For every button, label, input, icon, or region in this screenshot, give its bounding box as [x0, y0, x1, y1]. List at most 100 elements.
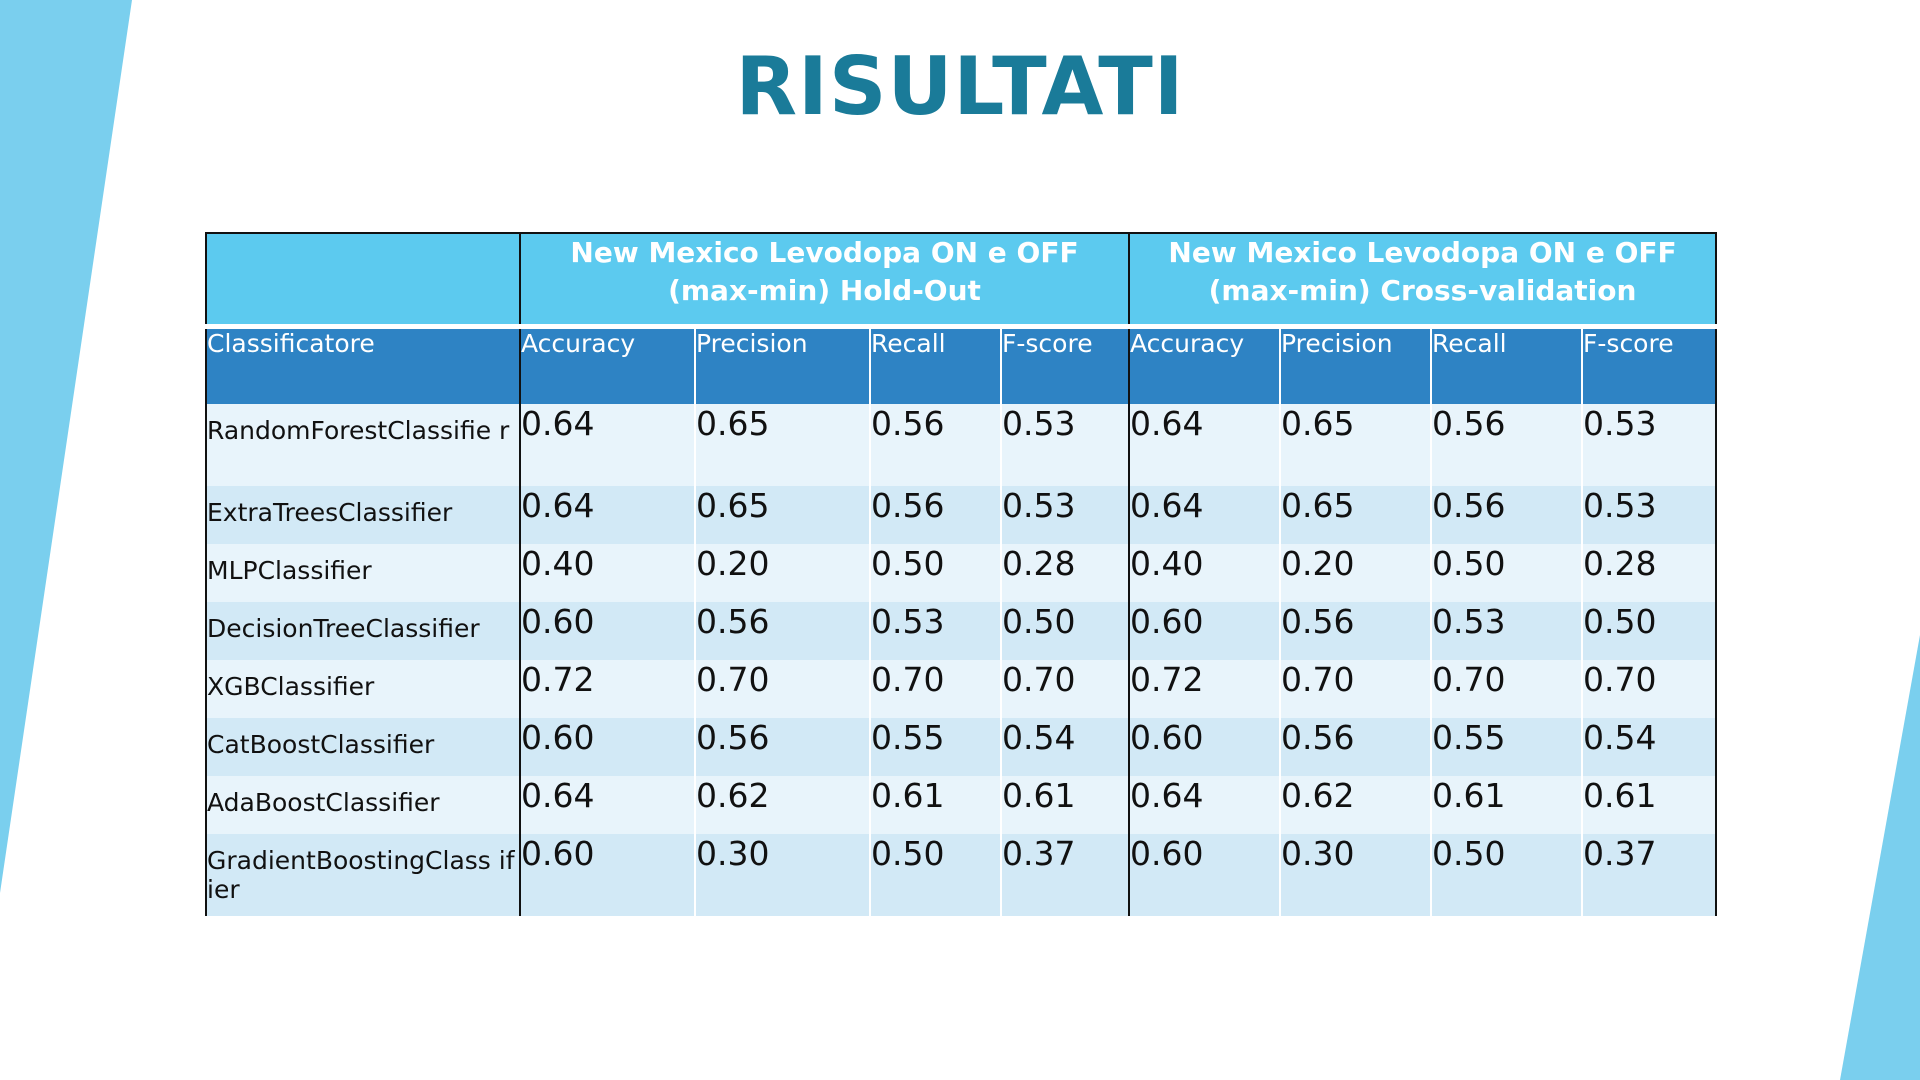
classifier-name-cell: AdaBoostClassifier	[205, 775, 521, 834]
group-header-cv: New Mexico Levodopa ON e OFF (max-min) C…	[1129, 233, 1718, 329]
column-header-accuracy: Accuracy	[520, 326, 696, 404]
table-row: GradientBoostingClass ifier 0.60 0.30 0.50 0…	[205, 833, 1718, 916]
metric-value-cell: 0.65	[695, 485, 871, 544]
group-header-holdout: New Mexico Levodopa ON e OFF (max-min) H…	[520, 233, 1131, 329]
metric-value-cell: 0.61	[870, 775, 1002, 834]
slide-title: RISULTATI	[735, 40, 1185, 133]
decorative-stripe-right	[1840, 635, 1920, 1080]
metric-value-cell: 0.20	[695, 543, 871, 602]
metric-value-cell: 0.62	[695, 775, 871, 834]
table-row: RandomForestClassifie r 0.64 0.65 0.56 0.53 0…	[205, 403, 1718, 486]
metric-value-cell: 0.50	[870, 543, 1002, 602]
column-header-classifier: Classificatore	[205, 326, 521, 404]
metric-value-cell: 0.56	[1280, 601, 1433, 660]
metric-value-cell: 0.70	[695, 659, 871, 718]
column-header-recall: Recall	[870, 326, 1002, 404]
metric-value-cell: 0.50	[870, 833, 1002, 916]
metric-value-cell: 0.60	[520, 601, 696, 660]
column-header-row: Classificatore Accuracy Precision Recall…	[205, 326, 1718, 404]
column-header-precision: Precision	[1280, 326, 1433, 404]
group-header-cv-line1: New Mexico Levodopa ON e OFF	[1168, 236, 1677, 269]
results-table-body: RandomForestClassifie r 0.64 0.65 0.56 0.53 0…	[205, 403, 1718, 916]
metric-value-cell: 0.53	[1001, 485, 1131, 544]
metric-value-cell: 0.70	[1280, 659, 1433, 718]
metric-value-cell: 0.60	[520, 717, 696, 776]
metric-value-cell: 0.56	[1431, 403, 1584, 486]
metric-value-cell: 0.72	[520, 659, 696, 718]
table-row: ExtraTreesClassifier 0.64 0.65 0.56 0.53 0.64…	[205, 485, 1718, 544]
metric-value-cell: 0.28	[1582, 543, 1718, 602]
metric-value-cell: 0.56	[1431, 485, 1584, 544]
metric-value-cell: 0.60	[1129, 601, 1282, 660]
group-header-holdout-line2: (max-min) Hold-Out	[668, 274, 981, 307]
table-row: AdaBoostClassifier 0.64 0.62 0.61 0.61 0.64 0.…	[205, 775, 1718, 834]
metric-value-cell: 0.70	[1582, 659, 1718, 718]
classifier-name-cell: XGBClassifier	[205, 659, 521, 718]
metric-value-cell: 0.56	[870, 403, 1002, 486]
metric-value-cell: 0.53	[1582, 403, 1718, 486]
metric-value-cell: 0.70	[1431, 659, 1584, 718]
metric-value-cell: 0.64	[1129, 403, 1282, 486]
metric-value-cell: 0.64	[520, 775, 696, 834]
column-header-precision: Precision	[695, 326, 871, 404]
metric-value-cell: 0.54	[1582, 717, 1718, 776]
group-header-holdout-line1: New Mexico Levodopa ON e OFF	[570, 236, 1079, 269]
metric-value-cell: 0.30	[695, 833, 871, 916]
metric-value-cell: 0.53	[870, 601, 1002, 660]
metric-value-cell: 0.62	[1280, 775, 1433, 834]
table-row: XGBClassifier 0.72 0.70 0.70 0.70 0.72 0.70 0.7…	[205, 659, 1718, 718]
metric-value-cell: 0.28	[1001, 543, 1131, 602]
metric-value-cell: 0.56	[870, 485, 1002, 544]
column-header-accuracy: Accuracy	[1129, 326, 1282, 404]
metric-value-cell: 0.61	[1001, 775, 1131, 834]
metric-value-cell: 0.61	[1431, 775, 1584, 834]
metric-value-cell: 0.40	[1129, 543, 1282, 602]
metric-value-cell: 0.53	[1582, 485, 1718, 544]
classifier-name-cell: RandomForestClassifie r	[205, 403, 521, 486]
metric-value-cell: 0.55	[1431, 717, 1584, 776]
metric-value-cell: 0.65	[695, 403, 871, 486]
group-header-blank	[205, 233, 521, 329]
metric-value-cell: 0.55	[870, 717, 1002, 776]
table-row: CatBoostClassifier 0.60 0.56 0.55 0.54 0.60 0.…	[205, 717, 1718, 776]
metric-value-cell: 0.64	[520, 485, 696, 544]
metric-value-cell: 0.40	[520, 543, 696, 602]
metric-value-cell: 0.53	[1431, 601, 1584, 660]
metric-value-cell: 0.60	[1129, 833, 1282, 916]
table-row: DecisionTreeClassifier 0.60 0.56 0.53 0.50 0.…	[205, 601, 1718, 660]
metric-value-cell: 0.50	[1001, 601, 1131, 660]
metric-value-cell: 0.70	[870, 659, 1002, 718]
metric-value-cell: 0.30	[1280, 833, 1433, 916]
column-header-recall: Recall	[1431, 326, 1584, 404]
classifier-name-cell: GradientBoostingClass ifier	[205, 833, 521, 916]
classifier-name-cell: ExtraTreesClassifier	[205, 485, 521, 544]
metric-value-cell: 0.64	[520, 403, 696, 486]
metric-value-cell: 0.65	[1280, 403, 1433, 486]
metric-value-cell: 0.65	[1280, 485, 1433, 544]
metric-value-cell: 0.37	[1001, 833, 1131, 916]
metric-value-cell: 0.61	[1582, 775, 1718, 834]
metric-value-cell: 0.72	[1129, 659, 1282, 718]
metric-value-cell: 0.56	[1280, 717, 1433, 776]
metric-value-cell: 0.60	[520, 833, 696, 916]
metric-value-cell: 0.60	[1129, 717, 1282, 776]
table-row: MLPClassifier 0.40 0.20 0.50 0.28 0.40 0.20 0.5…	[205, 543, 1718, 602]
group-header-row: New Mexico Levodopa ON e OFF (max-min) H…	[205, 233, 1718, 329]
metric-value-cell: 0.50	[1431, 833, 1584, 916]
metric-value-cell: 0.56	[695, 601, 871, 660]
metric-value-cell: 0.64	[1129, 485, 1282, 544]
metric-value-cell: 0.70	[1001, 659, 1131, 718]
metric-value-cell: 0.50	[1582, 601, 1718, 660]
column-header-fscore: F-score	[1001, 326, 1131, 404]
metric-value-cell: 0.64	[1129, 775, 1282, 834]
metric-value-cell: 0.20	[1280, 543, 1433, 602]
group-header-cv-line2: (max-min) Cross-validation	[1208, 274, 1637, 307]
metric-value-cell: 0.37	[1582, 833, 1718, 916]
results-table: New Mexico Levodopa ON e OFF (max-min) H…	[205, 232, 1718, 916]
metric-value-cell: 0.50	[1431, 543, 1584, 602]
decorative-stripe-left	[0, 0, 132, 893]
classifier-name-cell: DecisionTreeClassifier	[205, 601, 521, 660]
classifier-name-cell: CatBoostClassifier	[205, 717, 521, 776]
metric-value-cell: 0.56	[695, 717, 871, 776]
